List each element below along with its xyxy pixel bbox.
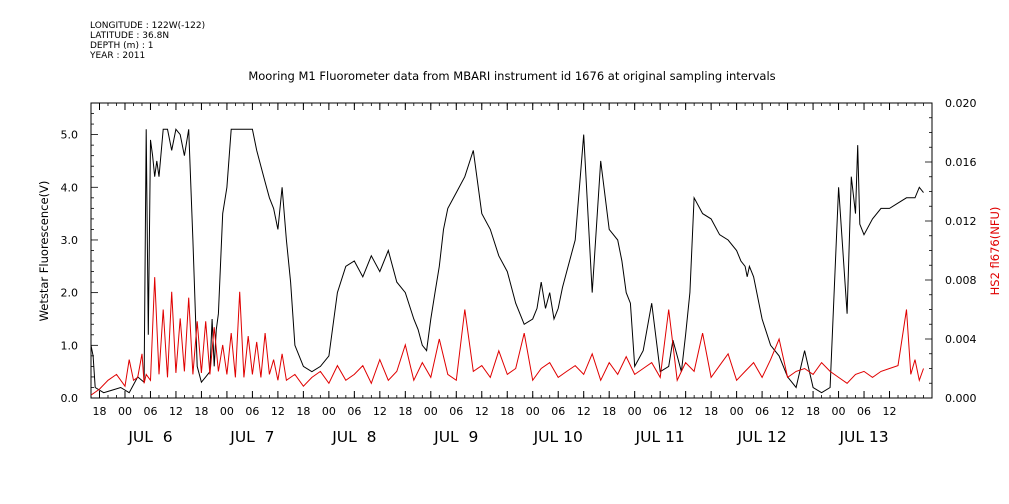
- x-hour-tick-label: 00: [730, 405, 744, 418]
- x-hour-tick-label: 18: [602, 405, 616, 418]
- y-right-tick-label: 0.000: [945, 392, 977, 405]
- x-day-label: JUL 11: [635, 428, 685, 446]
- x-day-label: JUL 13: [838, 428, 888, 446]
- y-axis-right-label: HS2 fl676(NFU): [988, 207, 1002, 296]
- x-day-label: JUL 6: [127, 428, 172, 446]
- year-text: YEAR : 2011: [90, 51, 146, 61]
- x-hour-tick-label: 12: [169, 405, 183, 418]
- x-hour-tick-label: 00: [220, 405, 234, 418]
- x-hour-tick-label: 00: [832, 405, 846, 418]
- x-hour-tick-label: 00: [118, 405, 132, 418]
- x-day-label: JUL 9: [433, 428, 478, 446]
- x-hour-tick-label: 18: [296, 405, 310, 418]
- y-left-tick-label: 2.0: [61, 287, 79, 300]
- x-hour-tick-label: 00: [526, 405, 540, 418]
- y-right-tick-label: 0.012: [945, 215, 977, 228]
- y-right-tick-label: 0.016: [945, 156, 977, 169]
- y-left-tick-label: 0.0: [61, 392, 79, 405]
- x-day-label: JUL 8: [331, 428, 376, 446]
- x-day-label: JUL 10: [533, 428, 583, 446]
- x-hour-tick-label: 12: [577, 405, 591, 418]
- y-right-tick-label: 0.020: [945, 97, 977, 110]
- y-left-tick-label: 5.0: [61, 129, 79, 142]
- x-hour-tick-label: 06: [245, 405, 259, 418]
- x-hour-tick-label: 00: [424, 405, 438, 418]
- x-hour-tick-label: 06: [143, 405, 157, 418]
- x-hour-tick-label: 12: [271, 405, 285, 418]
- metadata-block: LONGITUDE : 122W(-122) LATITUDE : 36.8N …: [90, 21, 205, 61]
- series-line-hs2-fl676: [90, 277, 924, 396]
- x-hour-tick-label: 12: [373, 405, 387, 418]
- y-right-tick-label: 0.004: [945, 333, 977, 346]
- x-hour-tick-label: 18: [704, 405, 718, 418]
- longitude-text: LONGITUDE : 122W(-122): [90, 21, 206, 31]
- x-hour-tick-label: 00: [628, 405, 642, 418]
- x-hour-tick-label: 00: [322, 405, 336, 418]
- depth-text: DEPTH (m) : 1: [90, 41, 154, 51]
- x-hour-tick-label: 12: [883, 405, 897, 418]
- x-hour-tick-label: 06: [449, 405, 463, 418]
- x-hour-tick-label: 06: [755, 405, 769, 418]
- series-line-wetstar-fluorescence: [90, 128, 924, 394]
- x-hour-tick-label: 06: [857, 405, 871, 418]
- x-hour-tick-label: 18: [806, 405, 820, 418]
- x-hour-tick-label: 18: [500, 405, 514, 418]
- x-hour-tick-label: 06: [551, 405, 565, 418]
- y-left-tick-label: 3.0: [61, 234, 79, 247]
- y-axis-left-label: Wetstar Fluorescence(V): [37, 181, 51, 322]
- chart-title: Mooring M1 Fluorometer data from MBARI i…: [248, 69, 775, 83]
- x-hour-tick-label: 18: [398, 405, 412, 418]
- x-hour-tick-label: 06: [653, 405, 667, 418]
- x-hour-tick-label: 06: [347, 405, 361, 418]
- x-hour-tick-label: 18: [194, 405, 208, 418]
- y-right-tick-label: 0.008: [945, 274, 977, 287]
- y-left-tick-label: 4.0: [61, 181, 79, 194]
- x-hour-tick-label: 12: [475, 405, 489, 418]
- latitude-text: LATITUDE : 36.8N: [90, 31, 170, 41]
- x-day-label: JUL 7: [229, 428, 274, 446]
- x-day-label: JUL 12: [736, 428, 786, 446]
- x-hour-tick-label: 12: [781, 405, 795, 418]
- y-left-tick-label: 1.0: [61, 339, 79, 352]
- x-hour-tick-label: 12: [679, 405, 693, 418]
- x-hour-tick-label: 18: [92, 405, 106, 418]
